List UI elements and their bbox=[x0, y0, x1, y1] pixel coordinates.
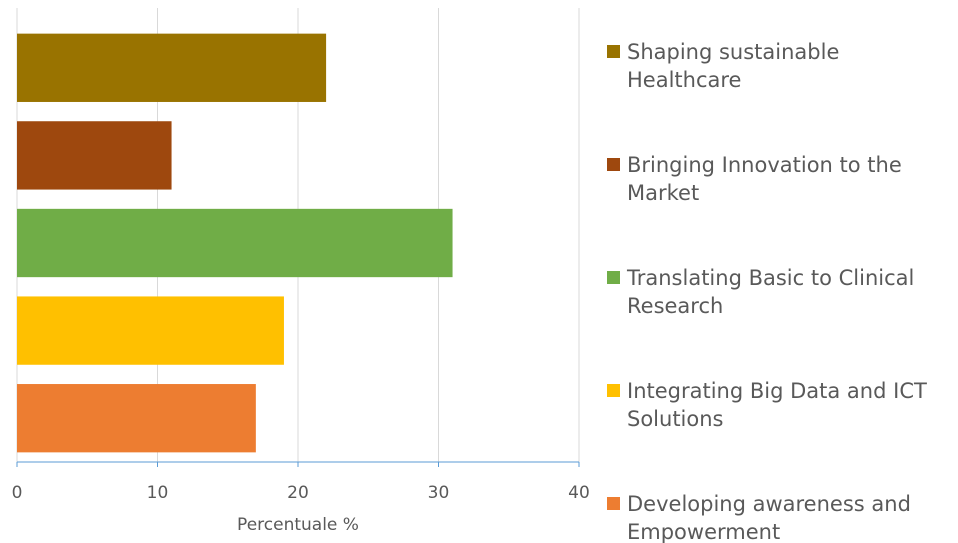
x-tick-label: 30 bbox=[428, 483, 450, 503]
legend-swatch bbox=[607, 384, 620, 397]
legend-label: Developing awareness and Empowerment bbox=[627, 492, 911, 543]
x-tick-label: 10 bbox=[147, 483, 169, 503]
legend-swatch bbox=[607, 45, 620, 58]
legend-item: Developing awareness and Empowerment bbox=[607, 490, 952, 543]
bar bbox=[17, 296, 284, 365]
bar bbox=[17, 121, 172, 190]
bar bbox=[17, 208, 453, 278]
bar bbox=[17, 33, 327, 102]
legend-label: Bringing Innovation to the Market bbox=[627, 153, 902, 205]
x-tick-label: 40 bbox=[568, 483, 590, 503]
x-axis-label: Percentuale % bbox=[237, 515, 359, 535]
legend-swatch bbox=[607, 271, 620, 284]
legend-label: Integrating Big Data and ICT Solutions bbox=[627, 379, 927, 431]
bar bbox=[17, 384, 256, 453]
legend-item: Integrating Big Data and ICT Solutions bbox=[607, 377, 952, 433]
legend-label: Translating Basic to Clinical Research bbox=[627, 266, 915, 318]
legend-item: Shaping sustainable Healthcare bbox=[607, 38, 952, 94]
x-tick-label: 0 bbox=[12, 483, 23, 503]
x-tick-label: 20 bbox=[287, 483, 309, 503]
legend-swatch bbox=[607, 158, 620, 171]
legend-label: Shaping sustainable Healthcare bbox=[627, 40, 840, 92]
legend-item: Bringing Innovation to the Market bbox=[607, 151, 952, 207]
legend-item: Translating Basic to Clinical Research bbox=[607, 264, 952, 320]
legend-swatch bbox=[607, 497, 620, 510]
